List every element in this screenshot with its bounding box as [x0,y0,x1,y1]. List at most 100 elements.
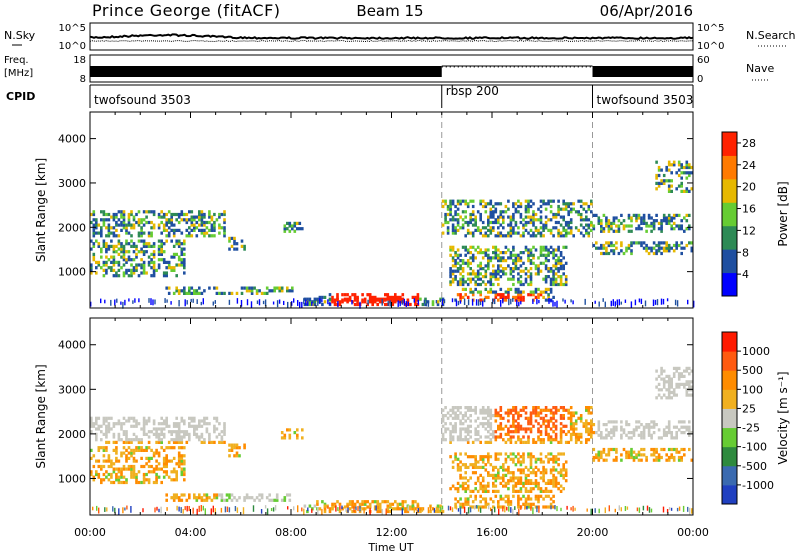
scatter-cell [527,438,530,442]
scatter-cell [557,267,560,271]
nsearch-tick-top: 10^5 [697,23,724,34]
scatter-cell [587,226,591,230]
scatter-cell [487,256,490,260]
scatter-cell [152,250,156,254]
scatter-cell [130,475,133,479]
scatter-cell [549,231,553,235]
scatter-cell [135,459,138,463]
scatter-cell [602,227,606,231]
scatter-cell [469,245,472,249]
ground-scatter-cell [644,300,647,307]
scatter-cell [127,446,131,450]
scatter-cell [454,275,457,279]
scatter-cell [675,243,678,248]
scatter-cell [127,220,131,225]
scatter-cell [471,463,475,467]
scatter-cell [592,227,596,231]
scatter-cell [549,210,553,214]
scatter-cell [193,430,196,434]
scatter-cell [183,493,186,497]
colorbar-swatch [722,484,737,505]
scatter-cell [667,163,671,167]
scatter-cell [532,231,535,235]
scatter-cell [414,500,417,504]
scatter-cell [333,298,337,302]
scatter-cell [155,268,158,272]
scatter-cell [110,459,113,463]
scatter-cell [677,372,681,376]
scatter-cell [487,502,490,506]
scatter-cell [517,476,520,480]
scatter-cell [112,432,116,436]
nsearch-trace [89,39,694,43]
scatter-cell [524,220,528,225]
scatter-cell [527,207,530,211]
scatter-cell [507,438,510,442]
scatter-cell [507,468,510,472]
scatter-cell [512,408,515,412]
scatter-cell [667,447,671,452]
scatter-cell [175,424,178,428]
scatter-cell [459,202,462,206]
scatter-cell [132,470,136,474]
scatter-cell [180,231,184,235]
station-title: Prince George (fitACF) [92,1,281,20]
scatter-cell [660,227,663,231]
scatter-cell [685,227,689,231]
scatter-cell [489,277,493,281]
scatter-cell [195,226,199,230]
colorbar-tick-label: -100 [742,441,767,454]
scatter-cell [434,509,437,514]
scatter-cell [165,424,168,428]
cpid-segment-label: rbsp 200 [446,84,499,98]
scatter-cell [675,224,678,228]
scatter-cell [170,268,173,272]
scatter-cell [323,504,327,508]
scatter-cell [680,455,683,460]
scatter-cell [371,500,374,504]
scatter-cell [127,440,131,444]
scatter-cell [474,419,477,423]
scatter-cell [97,260,101,264]
scatter-cell [547,228,550,232]
scatter-cell [157,451,161,455]
scatter-cell [378,502,382,506]
scatter-cell [110,231,113,235]
scatter-cell [502,234,505,238]
scatter-cell [512,424,515,428]
scatter-cell [185,220,189,225]
ground-scatter-cell [178,300,180,307]
beam-title: Beam 15 [356,2,423,20]
scatter-cell [587,411,591,415]
scatter-cell [497,473,500,477]
scatter-cell [690,187,694,191]
scatter-cell [670,431,673,435]
scatter-cell [512,212,515,217]
scatter-cell [497,259,500,263]
scatter-cell [102,432,106,436]
scatter-cell [542,226,545,230]
scatter-cell [494,218,498,222]
scatter-cell [396,507,400,511]
scatter-cell [449,199,452,203]
scatter-cell [130,448,133,452]
ground-scatter-cell [570,299,572,303]
scatter-cell [481,234,485,238]
scatter-cell [529,497,533,501]
scatter-cell [544,424,548,428]
scatter-cell [183,470,186,474]
scatter-cell [461,476,465,480]
scatter-cell [147,478,151,482]
scatter-cell [524,473,528,477]
scatter-cell [534,234,538,238]
scatter-cell [117,274,121,278]
scatter-cell [454,226,457,230]
scatter-cell [449,210,452,214]
scatter-cell [180,289,184,293]
scatter-cell [378,507,382,511]
ground-scatter-cell [662,298,665,305]
scatter-cell [147,234,151,238]
ground-scatter-cell [92,506,94,511]
scatter-cell [401,500,405,504]
scatter-cell [469,277,472,281]
